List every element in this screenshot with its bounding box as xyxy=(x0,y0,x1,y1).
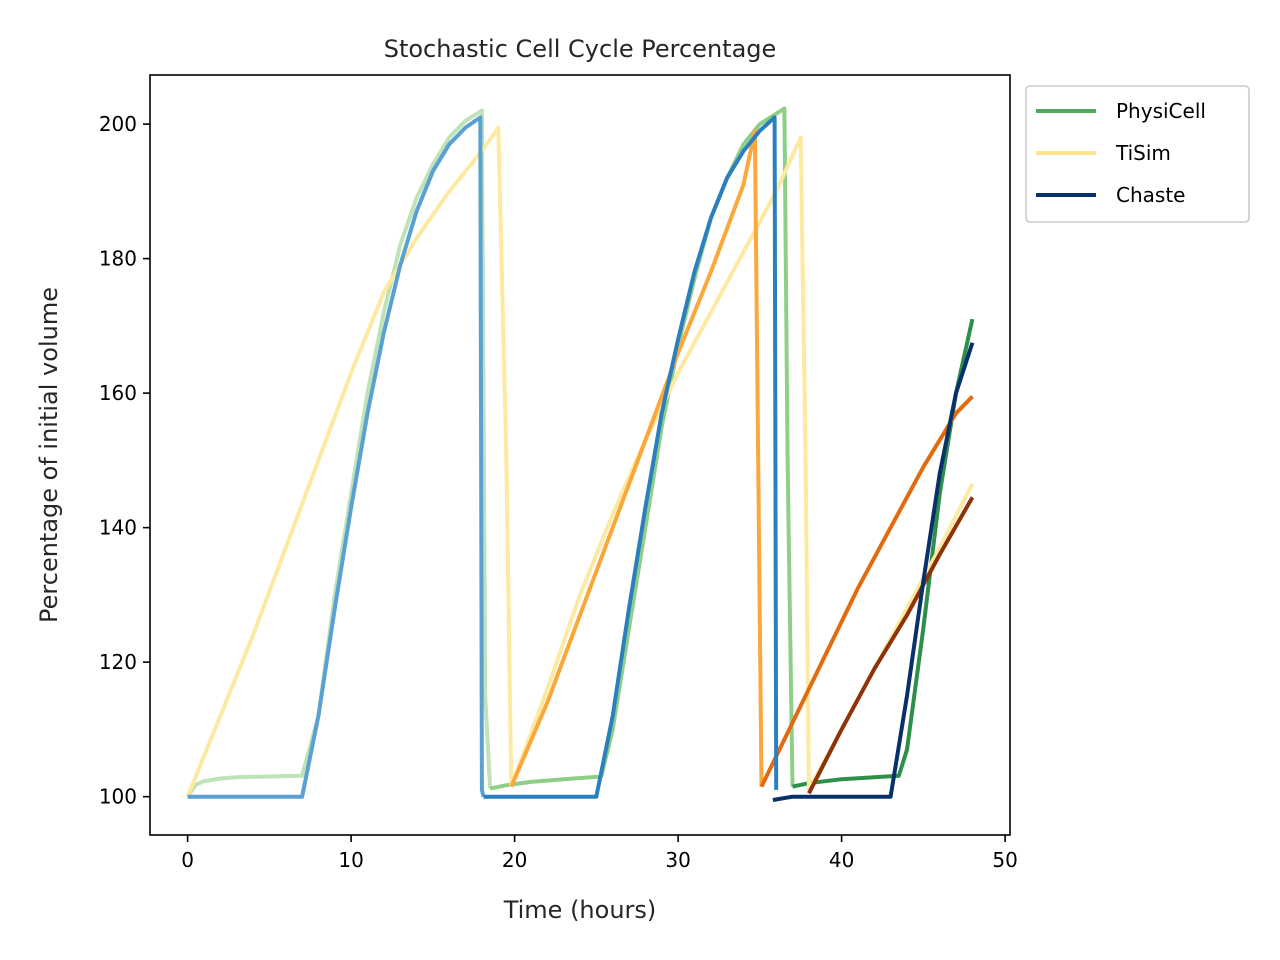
y-tick-label: 180 xyxy=(99,247,137,271)
y-tick-label: 100 xyxy=(99,785,137,809)
series-line-tisim-4 xyxy=(509,135,811,790)
series-line-chaste-10 xyxy=(483,115,779,799)
x-axis-ticks: 0 10 20 30 40 50 xyxy=(181,835,1018,872)
plot-frame xyxy=(149,74,1011,836)
y-axis-ticks: 100 120 140 160 180 200 xyxy=(99,112,150,809)
x-tick-label: 40 xyxy=(829,848,854,872)
y-tick-label: 160 xyxy=(99,381,137,405)
series-line-chaste-11 xyxy=(772,342,975,802)
x-tick-label: 10 xyxy=(338,848,363,872)
series-line-orange-6 xyxy=(509,128,764,788)
x-tick-label: 30 xyxy=(665,848,690,872)
legend-label-tisim: TiSim xyxy=(1115,141,1171,165)
series-line-chaste-9 xyxy=(187,115,486,799)
chart-title: Stochastic Cell Cycle Percentage xyxy=(384,35,777,63)
series-line-physicell-0 xyxy=(185,108,493,798)
series-line-physicell-2 xyxy=(792,318,975,789)
legend-label-chaste: Chaste xyxy=(1116,183,1185,207)
series-layer xyxy=(185,106,975,802)
y-tick-label: 200 xyxy=(99,112,137,136)
legend-box xyxy=(1025,85,1250,223)
series-line-tisim-3 xyxy=(185,125,514,798)
y-axis-title: Percentage of initial volume xyxy=(35,287,63,623)
x-tick-label: 50 xyxy=(992,848,1017,872)
x-tick-label: 20 xyxy=(502,848,527,872)
series-line-orange-8 xyxy=(807,496,975,795)
legend-label-physicell: PhysiCell xyxy=(1116,99,1206,123)
x-axis-title: Time (hours) xyxy=(503,896,657,924)
legend: PhysiCell TiSim Chaste xyxy=(1025,85,1250,223)
y-tick-label: 120 xyxy=(99,650,137,674)
x-tick-label: 0 xyxy=(181,848,194,872)
y-tick-label: 140 xyxy=(99,516,137,540)
